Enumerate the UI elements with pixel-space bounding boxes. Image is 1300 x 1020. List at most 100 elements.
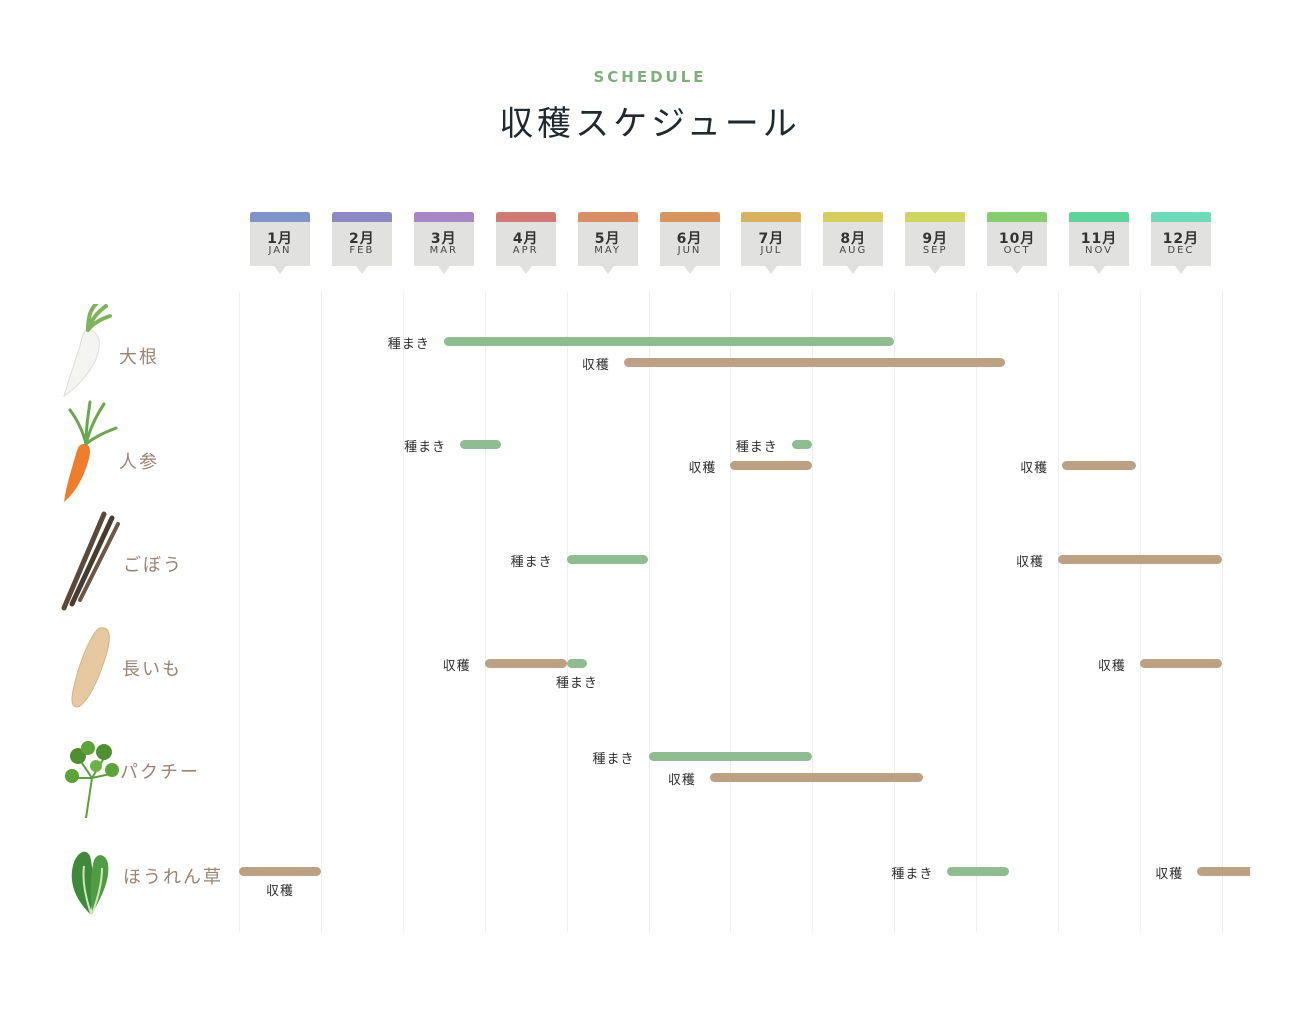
month-color-cap bbox=[413, 212, 474, 222]
month-color-cap bbox=[905, 212, 966, 222]
sow-label: 種まき bbox=[510, 555, 553, 570]
month-pointer bbox=[355, 266, 368, 274]
month-label-en: APR bbox=[512, 245, 539, 256]
month-gridline bbox=[239, 292, 240, 932]
veg-name-nagaimo: 長いも bbox=[122, 659, 182, 680]
month-pointer bbox=[519, 266, 532, 274]
harvest-label: 収穫 bbox=[1020, 461, 1049, 476]
coriander-icon bbox=[65, 741, 119, 819]
month-gridline bbox=[1140, 292, 1141, 932]
harvest-label: 収穫 bbox=[1015, 555, 1044, 570]
harvest-bar bbox=[709, 773, 923, 782]
month-label-ja: 9月 bbox=[922, 231, 949, 247]
sow-bar bbox=[947, 867, 1009, 876]
veg-name-carrot: 人参 bbox=[119, 452, 159, 473]
carrot-icon bbox=[64, 400, 118, 502]
month-pointer bbox=[929, 266, 942, 274]
month-label-en: JUL bbox=[760, 245, 783, 256]
month-label-ja: 12月 bbox=[1162, 231, 1200, 247]
month-pointer bbox=[847, 266, 860, 274]
month-label-ja: 5月 bbox=[594, 231, 621, 247]
sow-bar bbox=[791, 440, 813, 449]
month-tab-sep: 9月 SEP bbox=[905, 212, 966, 274]
month-label-ja: 7月 bbox=[758, 231, 785, 247]
month-color-cap bbox=[1069, 212, 1129, 222]
month-label-ja: 10月 bbox=[998, 231, 1036, 247]
month-tab-nov: 11月 NOV bbox=[1069, 212, 1129, 274]
sow-label: 種まき bbox=[891, 867, 934, 882]
sow-label: 種まき bbox=[404, 440, 447, 455]
month-gridline bbox=[485, 292, 486, 932]
yam-icon bbox=[71, 627, 110, 708]
harvest-bar bbox=[484, 659, 567, 668]
veg-name-spinach: ほうれん草 bbox=[123, 867, 223, 888]
month-color-cap bbox=[495, 212, 556, 222]
month-label-ja: 3月 bbox=[430, 231, 457, 247]
month-gridline bbox=[976, 292, 977, 932]
month-pointer bbox=[765, 266, 778, 274]
month-gridline bbox=[567, 292, 568, 932]
spinach-icon bbox=[71, 851, 109, 915]
sow-bar bbox=[566, 659, 588, 668]
month-label-en: OCT bbox=[1003, 245, 1031, 256]
daikon-icon bbox=[63, 304, 112, 398]
sow-label: 種まき bbox=[592, 752, 635, 767]
month-pointer bbox=[683, 266, 696, 274]
harvest-label: 収穫 bbox=[581, 358, 610, 373]
month-pointer bbox=[1011, 266, 1024, 274]
month-label-ja: 2月 bbox=[349, 231, 375, 247]
month-gridline bbox=[403, 292, 404, 932]
burdock-icon bbox=[61, 511, 120, 611]
page-title: 収穫スケジュール bbox=[499, 104, 801, 144]
month-pointer bbox=[1093, 266, 1105, 274]
month-tab-apr: 4月 APR bbox=[495, 212, 556, 274]
month-tab-oct: 10月 OCT bbox=[987, 212, 1048, 274]
month-label-ja: 11月 bbox=[1080, 231, 1118, 247]
month-label-en: JAN bbox=[268, 245, 292, 256]
month-color-cap bbox=[659, 212, 720, 222]
sow-label: 種まき bbox=[387, 337, 430, 352]
month-color-cap bbox=[331, 212, 392, 222]
harvest-bar bbox=[730, 461, 813, 470]
month-gridline bbox=[894, 292, 895, 932]
harvest-label: 収穫 bbox=[1097, 659, 1126, 674]
month-gridline bbox=[321, 292, 322, 932]
month-color-cap bbox=[987, 212, 1048, 222]
month-label-en: NOV bbox=[1084, 245, 1114, 256]
month-tab-jun: 6月 JUN bbox=[659, 212, 720, 274]
harvest-bar bbox=[1139, 659, 1222, 668]
harvest-bar bbox=[623, 358, 1005, 367]
harvest-bar bbox=[1197, 867, 1250, 876]
sow-bar bbox=[648, 752, 813, 761]
month-label-en: AUG bbox=[839, 245, 868, 256]
month-label-en: MAR bbox=[429, 245, 458, 256]
month-label-en: DEC bbox=[1167, 245, 1195, 256]
month-pointer bbox=[601, 266, 614, 274]
month-tab-dec: 12月 DEC bbox=[1150, 212, 1211, 274]
harvest-bar bbox=[239, 867, 321, 876]
month-label-ja: 4月 bbox=[512, 231, 539, 247]
month-tab-jan: 1月 JAN bbox=[250, 212, 310, 274]
month-gridline bbox=[812, 292, 813, 932]
harvest-label: 収穫 bbox=[442, 659, 471, 674]
month-label-ja: 8月 bbox=[840, 231, 867, 247]
month-tab-mar: 3月 MAR bbox=[413, 212, 474, 274]
month-pointer bbox=[1174, 266, 1187, 274]
month-color-cap bbox=[823, 212, 884, 222]
harvest-label: 収穫 bbox=[688, 461, 717, 476]
sow-bar bbox=[566, 555, 649, 564]
month-color-cap bbox=[250, 212, 310, 222]
veg-name-pakuchi: パクチー bbox=[120, 762, 200, 783]
month-tab-aug: 8月 AUG bbox=[823, 212, 884, 274]
veg-name-daikon: 大根 bbox=[119, 347, 159, 368]
harvest-bar bbox=[1058, 555, 1222, 564]
veg-name-gobo: ごぼう bbox=[123, 555, 183, 576]
month-tab-feb: 2月 FEB bbox=[331, 212, 392, 274]
sow-bar bbox=[443, 337, 895, 346]
month-label-en: JUN bbox=[677, 245, 702, 256]
schedule-eyebrow: SCHEDULE bbox=[593, 68, 707, 86]
month-gridline bbox=[1222, 292, 1223, 932]
harvest-label: 収穫 bbox=[667, 773, 696, 788]
harvest-label: 収穫 bbox=[265, 884, 294, 899]
month-label-en: MAY bbox=[594, 245, 621, 256]
